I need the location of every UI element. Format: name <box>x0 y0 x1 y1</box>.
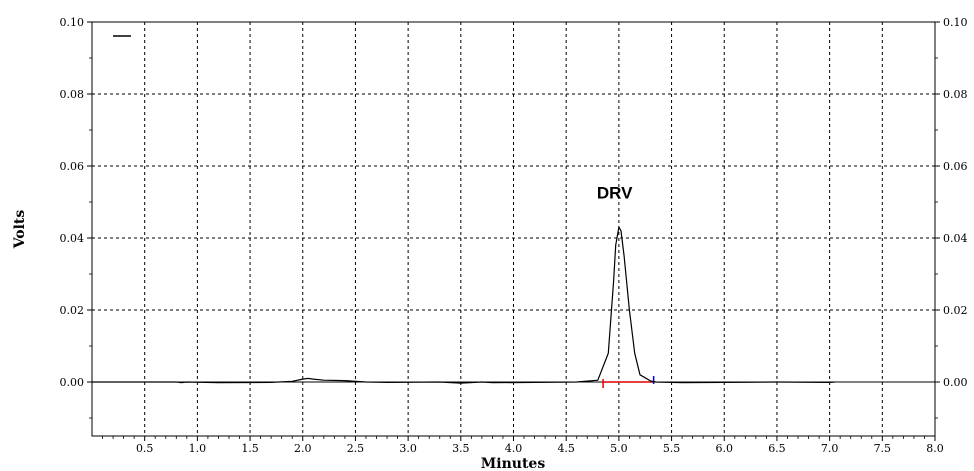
annotations: DRV <box>597 183 633 202</box>
y-tick-label: 0.04 <box>60 232 85 245</box>
x-tick-label: 5.0 <box>610 442 628 455</box>
tick-labels: 0.5 1.0 1.5 2.0 2.5 3.0 3.5 4.0 4.5 5.0 5.5 6.0 6.5 7… <box>60 16 968 455</box>
x-tick-label: 1.0 <box>189 442 207 455</box>
peak-annotation: DRV <box>597 183 633 202</box>
x-axis-title: Minutes <box>481 456 546 471</box>
y-tick-label: 0.06 <box>60 160 85 173</box>
y-axis-title: Volts <box>12 210 28 250</box>
x-tick-label: 4.0 <box>505 442 523 455</box>
x-tick-label: 5.5 <box>663 442 681 455</box>
y-right-tick-label: 0.06 <box>943 160 968 173</box>
x-tick-label: 7.0 <box>821 442 839 455</box>
y-tick-label: 0.02 <box>60 304 85 317</box>
y-right-tick-label: 0.02 <box>943 304 968 317</box>
y-right-tick-label: 0.04 <box>943 232 968 245</box>
x-tick-label: 2.0 <box>294 442 312 455</box>
x-tick-label: 3.5 <box>452 442 470 455</box>
y-right-tick-label: 0.00 <box>943 376 968 389</box>
x-tick-label: 6.0 <box>716 442 734 455</box>
y-tick-label: 0.08 <box>60 88 85 101</box>
y-right-tick-label: 0.10 <box>943 16 968 29</box>
x-tick-label: 8.0 <box>926 442 944 455</box>
axis-ticks <box>87 21 940 441</box>
signal-trace <box>92 225 835 384</box>
x-tick-label: 4.5 <box>557 442 575 455</box>
series-layer <box>92 225 835 384</box>
x-tick-label: 7.5 <box>874 442 892 455</box>
y-tick-label: 0.00 <box>60 376 85 389</box>
x-tick-label: 2.5 <box>347 442 365 455</box>
x-tick-label: 1.5 <box>241 442 259 455</box>
peak-integration-markers <box>602 376 655 388</box>
x-tick-label: 6.5 <box>768 442 786 455</box>
x-tick-label: 3.0 <box>399 442 417 455</box>
y-tick-label: 0.10 <box>60 16 85 29</box>
y-right-tick-label: 0.08 <box>943 88 968 101</box>
grid-lines <box>92 22 935 436</box>
x-tick-label: 0.5 <box>136 442 154 455</box>
